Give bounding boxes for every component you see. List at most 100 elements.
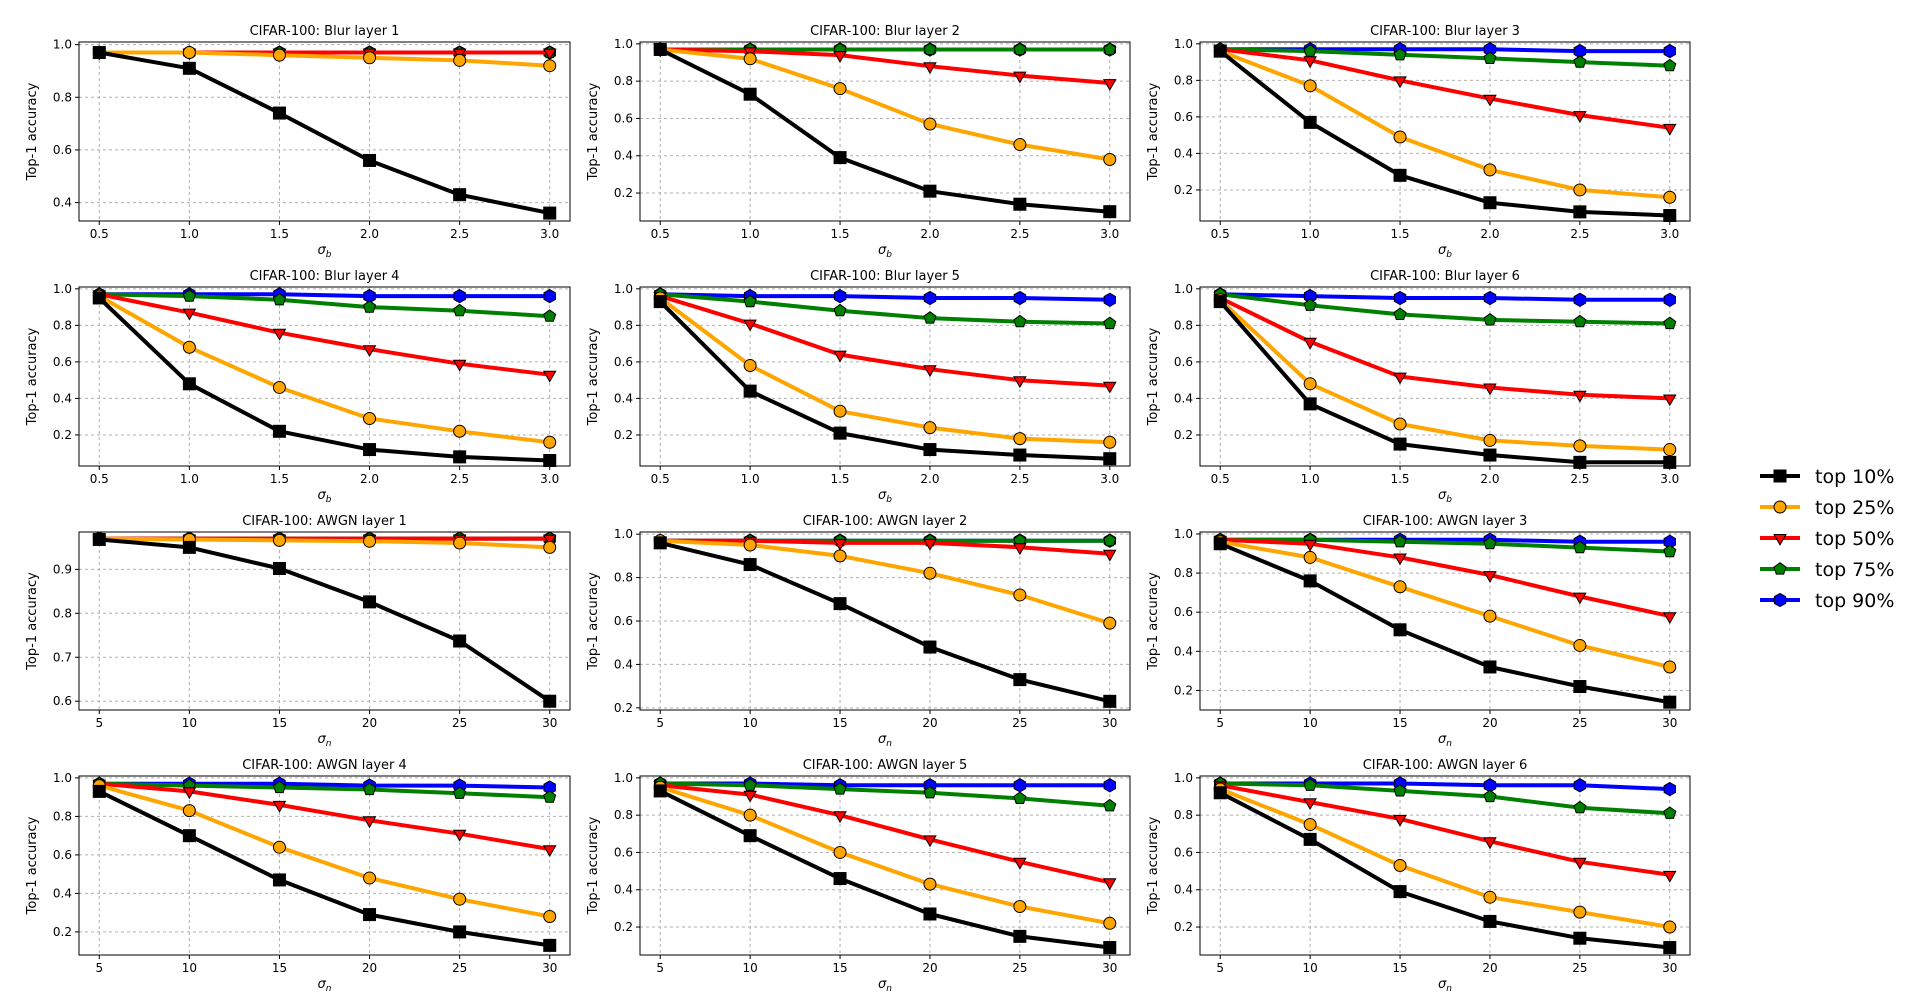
data-point-top10 xyxy=(833,597,847,611)
data-point-top75 xyxy=(1013,42,1027,56)
x-tick-label: 10 xyxy=(742,716,757,730)
data-point-top75 xyxy=(1483,536,1497,550)
data-point-top25 xyxy=(743,808,757,822)
legend-label-top25: top 25% xyxy=(1815,497,1894,519)
data-point-top10 xyxy=(923,443,937,457)
chart-title: CIFAR-100: AWGN layer 4 xyxy=(242,758,407,773)
data-point-top75 xyxy=(1303,778,1317,791)
data-point-top50 xyxy=(452,359,467,372)
y-tick-label: 0.8 xyxy=(614,74,633,88)
series-line-top10 xyxy=(97,296,550,463)
y-axis-label: Top-1 accuracy xyxy=(586,816,601,915)
series-line-top10 xyxy=(99,537,551,703)
y-tick-label: 1.0 xyxy=(614,527,633,541)
data-point-top25 xyxy=(453,536,467,550)
series-line-top75 xyxy=(1220,781,1670,816)
data-point-top10 xyxy=(1663,941,1677,955)
data-point-top10 xyxy=(653,295,667,309)
data-point-top75 xyxy=(923,311,937,324)
data-point-top90 xyxy=(1103,778,1116,793)
series-line-top50 xyxy=(660,538,1110,556)
data-point-top75 xyxy=(363,782,377,796)
data-point-top25 xyxy=(543,910,557,924)
y-tick-label: 0.6 xyxy=(53,848,72,862)
y-tick-label: 0.2 xyxy=(614,428,633,442)
y-tick-label: 0.4 xyxy=(1174,644,1193,658)
axes-frame xyxy=(78,286,571,467)
y-tick-label: 0.6 xyxy=(53,143,72,157)
y-tick-label: 0.6 xyxy=(53,694,72,708)
series-line-top50 xyxy=(659,783,1111,885)
data-point-top25 xyxy=(923,877,937,891)
x-tick-label: 0.5 xyxy=(1211,227,1230,241)
x-tick-label: 1.0 xyxy=(1301,227,1320,241)
data-point-top25 xyxy=(1303,550,1317,564)
chart-title: CIFAR-100: Blur layer 6 xyxy=(1370,269,1520,284)
data-point-top25 xyxy=(1303,377,1317,391)
data-point-top75 xyxy=(1103,798,1117,812)
data-point-top75 xyxy=(182,289,196,302)
data-point-top75 xyxy=(1013,314,1027,328)
y-tick-label: 0.2 xyxy=(1174,428,1193,442)
x-tick-label: 1.5 xyxy=(270,227,289,241)
data-point-top25 xyxy=(923,421,937,435)
y-axis-label: Top-1 accuracy xyxy=(25,82,40,181)
data-point-top75 xyxy=(272,780,286,794)
data-point-top50 xyxy=(1102,549,1117,562)
axes-frame xyxy=(1199,531,1691,711)
y-tick-label: 0.8 xyxy=(1174,73,1193,87)
x-tick-label: 3.0 xyxy=(540,227,559,241)
series-line-top25 xyxy=(1219,539,1671,669)
data-point-top90 xyxy=(1013,778,1027,793)
x-tick-label: 10 xyxy=(1302,961,1317,975)
data-point-top90 xyxy=(453,288,466,304)
x-tick-label: 2.0 xyxy=(920,227,939,241)
axes-frame xyxy=(78,775,571,956)
x-tick-label: 15 xyxy=(832,716,847,730)
x-tick-label: 3.0 xyxy=(1660,227,1679,241)
data-point-top10 xyxy=(833,426,847,440)
data-point-top50 xyxy=(1393,372,1407,385)
legend-marker-top25 xyxy=(1773,500,1787,514)
data-point-top75 xyxy=(1483,789,1497,803)
x-tick-label: 30 xyxy=(1662,961,1677,975)
data-point-top75 xyxy=(1663,316,1677,330)
data-point-top50 xyxy=(1573,592,1587,605)
x-tick-label: 3.0 xyxy=(540,472,559,486)
x-tick-label: 0.5 xyxy=(90,227,109,241)
data-point-top75 xyxy=(743,294,757,308)
x-tick-label: 0.5 xyxy=(90,472,109,486)
data-point-top10 xyxy=(1393,437,1407,451)
data-point-top50 xyxy=(452,829,467,842)
data-point-top10 xyxy=(543,694,557,708)
series-line-top25 xyxy=(99,50,550,68)
axes-frame xyxy=(78,41,571,222)
legend-label-top10: top 10% xyxy=(1815,466,1894,488)
x-tick-label: 3.0 xyxy=(1100,472,1119,486)
x-tick-label: 30 xyxy=(542,961,557,975)
data-point-top50 xyxy=(182,308,197,321)
y-axis-label: Top-1 accuracy xyxy=(1146,327,1161,426)
data-point-top50 xyxy=(833,51,847,64)
data-point-top50 xyxy=(923,835,937,848)
legend: top 10% top 25% top 50% top 75% top 90% xyxy=(1760,466,1894,612)
data-point-top50 xyxy=(923,62,937,75)
data-point-top25 xyxy=(1483,433,1497,447)
data-point-top25 xyxy=(453,424,467,438)
data-point-top25 xyxy=(543,540,557,554)
y-tick-label: 0.8 xyxy=(1174,808,1193,822)
axes-frame xyxy=(1199,41,1691,222)
data-point-top25 xyxy=(833,404,847,418)
data-point-top10 xyxy=(1103,452,1117,466)
data-point-top25 xyxy=(833,82,847,96)
data-point-top10 xyxy=(653,536,667,550)
y-tick-label: 0.2 xyxy=(53,428,72,442)
data-point-top50 xyxy=(272,800,287,813)
data-point-top75 xyxy=(1103,533,1117,547)
data-point-top75 xyxy=(1303,298,1317,311)
data-point-top25 xyxy=(1573,183,1587,197)
x-tick-label: 20 xyxy=(362,716,377,730)
subplot-9: 5 10 15 20 25 30 0.2 0.4 0.6 0.8 1.0 CIFAR-100: AWG… xyxy=(1146,514,1691,749)
data-point-top50 xyxy=(1483,94,1497,107)
